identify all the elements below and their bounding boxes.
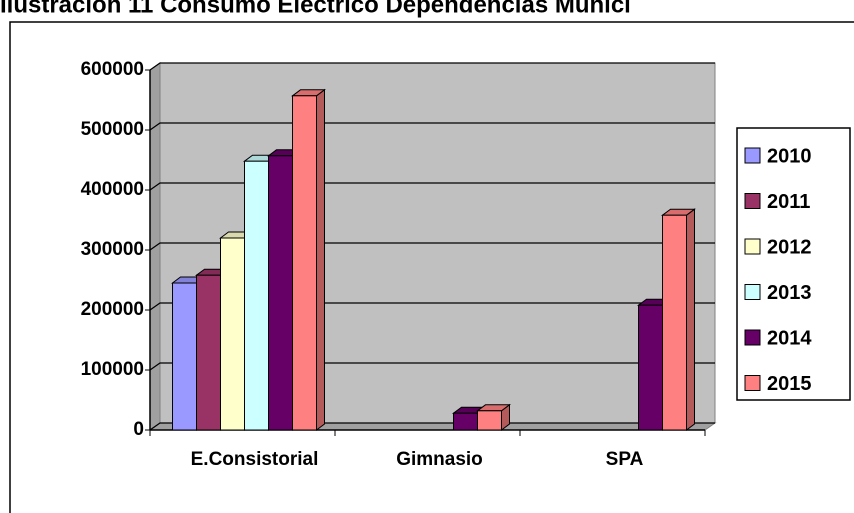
grid-line	[149, 422, 715, 431]
legend-swatch	[744, 147, 761, 164]
legend-label: 2010	[767, 145, 812, 167]
y-tick-label: 600000	[81, 59, 144, 80]
chart-title: Ilustración 11 Consumo Eléctrico Depende…	[0, 0, 631, 18]
bar	[476, 403, 511, 431]
bar-side	[316, 88, 325, 431]
bar	[291, 88, 326, 431]
bar-front	[453, 412, 478, 431]
grid-line	[149, 62, 715, 71]
grid-line	[149, 362, 715, 371]
legend-label: 2013	[767, 282, 812, 304]
legend-label: 2015	[767, 373, 812, 395]
bar-front	[268, 155, 293, 431]
grid-line	[149, 122, 715, 131]
legend-swatch	[744, 238, 761, 255]
x-tick-label: E.Consistorial	[191, 449, 319, 470]
y-tick-label: 300000	[81, 239, 144, 260]
bar-side	[686, 208, 695, 431]
y-tick-label: 100000	[81, 359, 144, 380]
bar-front	[172, 282, 197, 431]
bar-front	[638, 304, 663, 431]
legend-swatch	[744, 193, 761, 209]
legend-label: 2011	[767, 191, 810, 213]
bar	[661, 208, 696, 431]
bar-front	[196, 274, 221, 431]
legend-swatch	[744, 329, 761, 346]
bar-front	[477, 410, 502, 431]
legend-swatch	[744, 375, 761, 391]
legend-box	[736, 127, 851, 401]
bar-front	[662, 214, 687, 431]
x-tick-label: Gimnasio	[396, 449, 483, 470]
y-tick-label: 400000	[81, 179, 144, 200]
grid-line	[149, 302, 715, 311]
grid-line	[149, 182, 715, 191]
y-tick-label: 500000	[81, 119, 144, 140]
bar-front	[220, 237, 245, 431]
legend-label: 2014	[767, 327, 812, 349]
x-tick-label: SPA	[606, 449, 644, 470]
legend-swatch	[744, 284, 761, 300]
legend-label: 2012	[767, 236, 812, 258]
y-tick-label: 0	[133, 419, 144, 440]
y-tick-label: 200000	[81, 299, 144, 320]
bar-front	[244, 160, 269, 431]
grid-line	[149, 242, 715, 251]
bar-front	[292, 95, 317, 431]
